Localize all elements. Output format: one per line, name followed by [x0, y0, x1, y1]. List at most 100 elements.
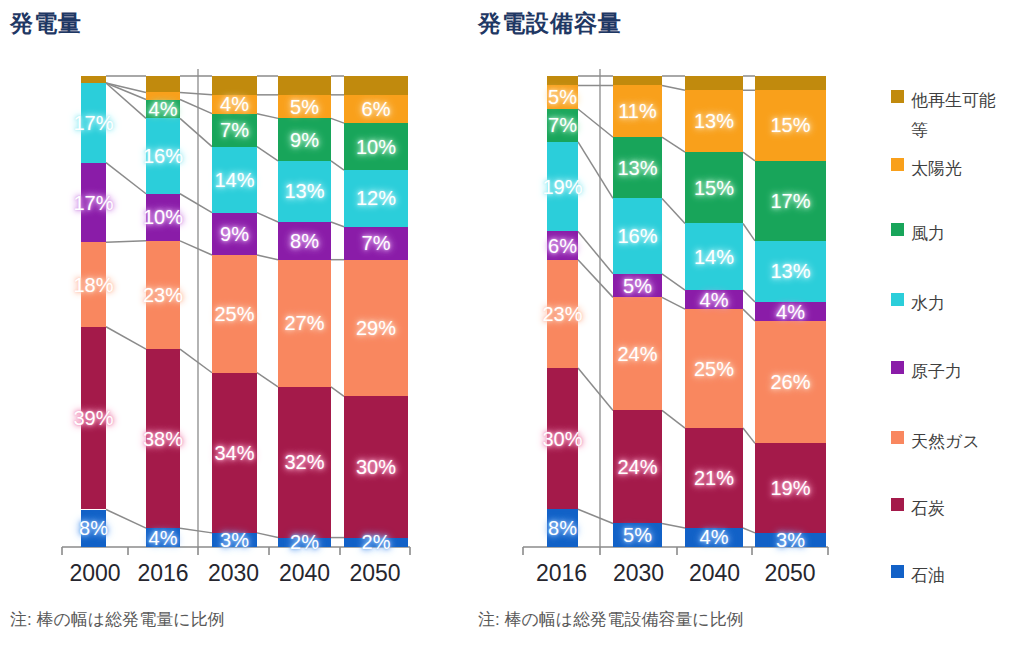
segment-label-coal-2016: 30%: [542, 427, 582, 450]
x-axis-label-2030: 2030: [613, 560, 664, 587]
connector-line: [743, 290, 755, 302]
connector-line: [743, 528, 755, 533]
segment-label-oil-2030: 3%: [220, 528, 249, 551]
segment-other_renewables-2040: [278, 76, 331, 95]
connector-line: [578, 109, 613, 137]
connector-line: [180, 528, 212, 533]
connector-line: [578, 260, 613, 298]
legend-swatch-hydro: [891, 293, 904, 306]
segment-other_renewables-2016: [547, 76, 578, 85]
segment-other_renewables-2016: [146, 76, 180, 92]
connector-line: [106, 163, 146, 194]
segment-label-gas-2016: 23%: [542, 302, 582, 325]
x-axis-label-2050: 2050: [349, 560, 400, 587]
segment-label-solar-2050: 6%: [362, 97, 391, 120]
connector-line: [106, 241, 146, 243]
legend-item-wind: 風力: [891, 219, 1011, 249]
connector-line: [331, 161, 344, 170]
generation-chart-note: 注: 棒の幅は総発電量に比例: [10, 608, 225, 631]
x-axis-label-2040: 2040: [279, 560, 330, 587]
segment-label-solar-2040: 13%: [694, 110, 734, 133]
segment-label-wind-2050: 17%: [770, 189, 810, 212]
segment-label-gas-2000: 18%: [73, 273, 113, 296]
segment-label-solar-2016: 5%: [548, 86, 577, 109]
connector-line: [578, 368, 613, 410]
legend-swatch-gas: [891, 431, 904, 444]
segment-label-oil-2040: 4%: [700, 526, 729, 549]
connector-line: [578, 231, 613, 273]
segment-label-wind-2016: 7%: [548, 114, 577, 137]
segment-label-hydro-2050: 13%: [770, 260, 810, 283]
segment-label-gas-2030: 24%: [617, 342, 657, 365]
segment-label-gas-2050: 26%: [770, 371, 810, 394]
segment-label-nuclear-2030: 9%: [220, 222, 249, 245]
segment-label-wind-2050: 10%: [356, 135, 396, 158]
connector-line: [662, 297, 685, 309]
segment-label-nuclear-2050: 7%: [362, 232, 391, 255]
legend-item-gas: 天然ガス: [891, 427, 1011, 457]
segment-other_renewables-2030: [613, 76, 662, 85]
segment-label-nuclear-2030: 5%: [623, 274, 652, 297]
connector-line: [257, 114, 278, 119]
segment-label-coal-2050: 19%: [770, 477, 810, 500]
segment-label-gas-2016: 23%: [143, 284, 183, 307]
segment-label-wind-2040: 15%: [694, 176, 734, 199]
segment-label-nuclear-2040: 4%: [700, 288, 729, 311]
segment-label-oil-2040: 2%: [290, 531, 319, 554]
segment-label-coal-2040: 32%: [284, 451, 324, 474]
connector-line: [578, 509, 613, 523]
connector-line: [180, 118, 212, 146]
segment-label-hydro-2016: 16%: [143, 145, 183, 168]
segment-label-hydro-2030: 16%: [617, 225, 657, 248]
segment-label-gas-2040: 27%: [284, 312, 324, 335]
connector-line: [743, 152, 755, 161]
connector-line: [257, 147, 278, 161]
connector-line: [180, 92, 212, 94]
connector-line: [180, 241, 212, 255]
segment-label-oil-2030: 5%: [623, 524, 652, 547]
connector-line: [257, 533, 278, 538]
legend-label-nuclear: 原子力: [911, 357, 1011, 387]
segment-other_renewables-2040: [685, 76, 743, 90]
x-axis-label-2016: 2016: [536, 560, 587, 587]
legend-label-wind: 風力: [911, 219, 1011, 249]
legend-label-solar: 太陽光: [911, 154, 1011, 184]
legend-swatch-oil: [891, 565, 904, 578]
segment-label-hydro-2016: 19%: [542, 175, 582, 198]
legend-label-gas: 天然ガス: [911, 427, 1011, 457]
x-axis-label-2000: 2000: [69, 560, 120, 587]
connector-line: [662, 410, 685, 428]
legend-swatch-nuclear: [891, 361, 904, 374]
segment-label-hydro-2000: 17%: [73, 111, 113, 134]
segment-label-gas-2050: 29%: [356, 316, 396, 339]
connector-line: [578, 142, 613, 199]
connector-line: [662, 523, 685, 528]
segment-label-solar-2050: 15%: [770, 114, 810, 137]
legend-item-coal: 石炭: [891, 494, 1011, 524]
connector-line: [106, 510, 146, 529]
connector-line: [180, 194, 212, 213]
legend-item-solar: 太陽光: [891, 154, 1011, 184]
legend: 他再生可能等太陽光風力水力原子力天然ガス石炭石油: [879, 0, 1025, 653]
legend-item-other_renewables: 他再生可能等: [891, 86, 1011, 146]
segment-label-oil-2016: 4%: [149, 526, 178, 549]
segment-label-wind-2030: 7%: [220, 119, 249, 142]
connector-line: [331, 387, 344, 396]
connector-line: [662, 198, 685, 223]
generation-chart-title: 発電量: [10, 8, 82, 39]
legend-swatch-coal: [891, 498, 904, 511]
segment-label-oil-2050: 2%: [362, 531, 391, 554]
legend-swatch-other_renewables: [891, 90, 904, 103]
connector-line: [743, 309, 755, 321]
x-axis-label-2030: 2030: [208, 560, 259, 587]
segment-label-oil-2000: 8%: [79, 517, 108, 540]
x-axis-label-2050: 2050: [764, 560, 815, 587]
connector-line: [257, 213, 278, 222]
legend-swatch-wind: [891, 223, 904, 236]
segment-label-nuclear-2016: 10%: [143, 206, 183, 229]
segment-label-hydro-2040: 14%: [694, 245, 734, 268]
connector-line: [180, 349, 212, 373]
segment-label-oil-2016: 8%: [548, 517, 577, 540]
segment-label-hydro-2050: 12%: [356, 187, 396, 210]
segment-label-solar-2040: 5%: [290, 95, 319, 118]
